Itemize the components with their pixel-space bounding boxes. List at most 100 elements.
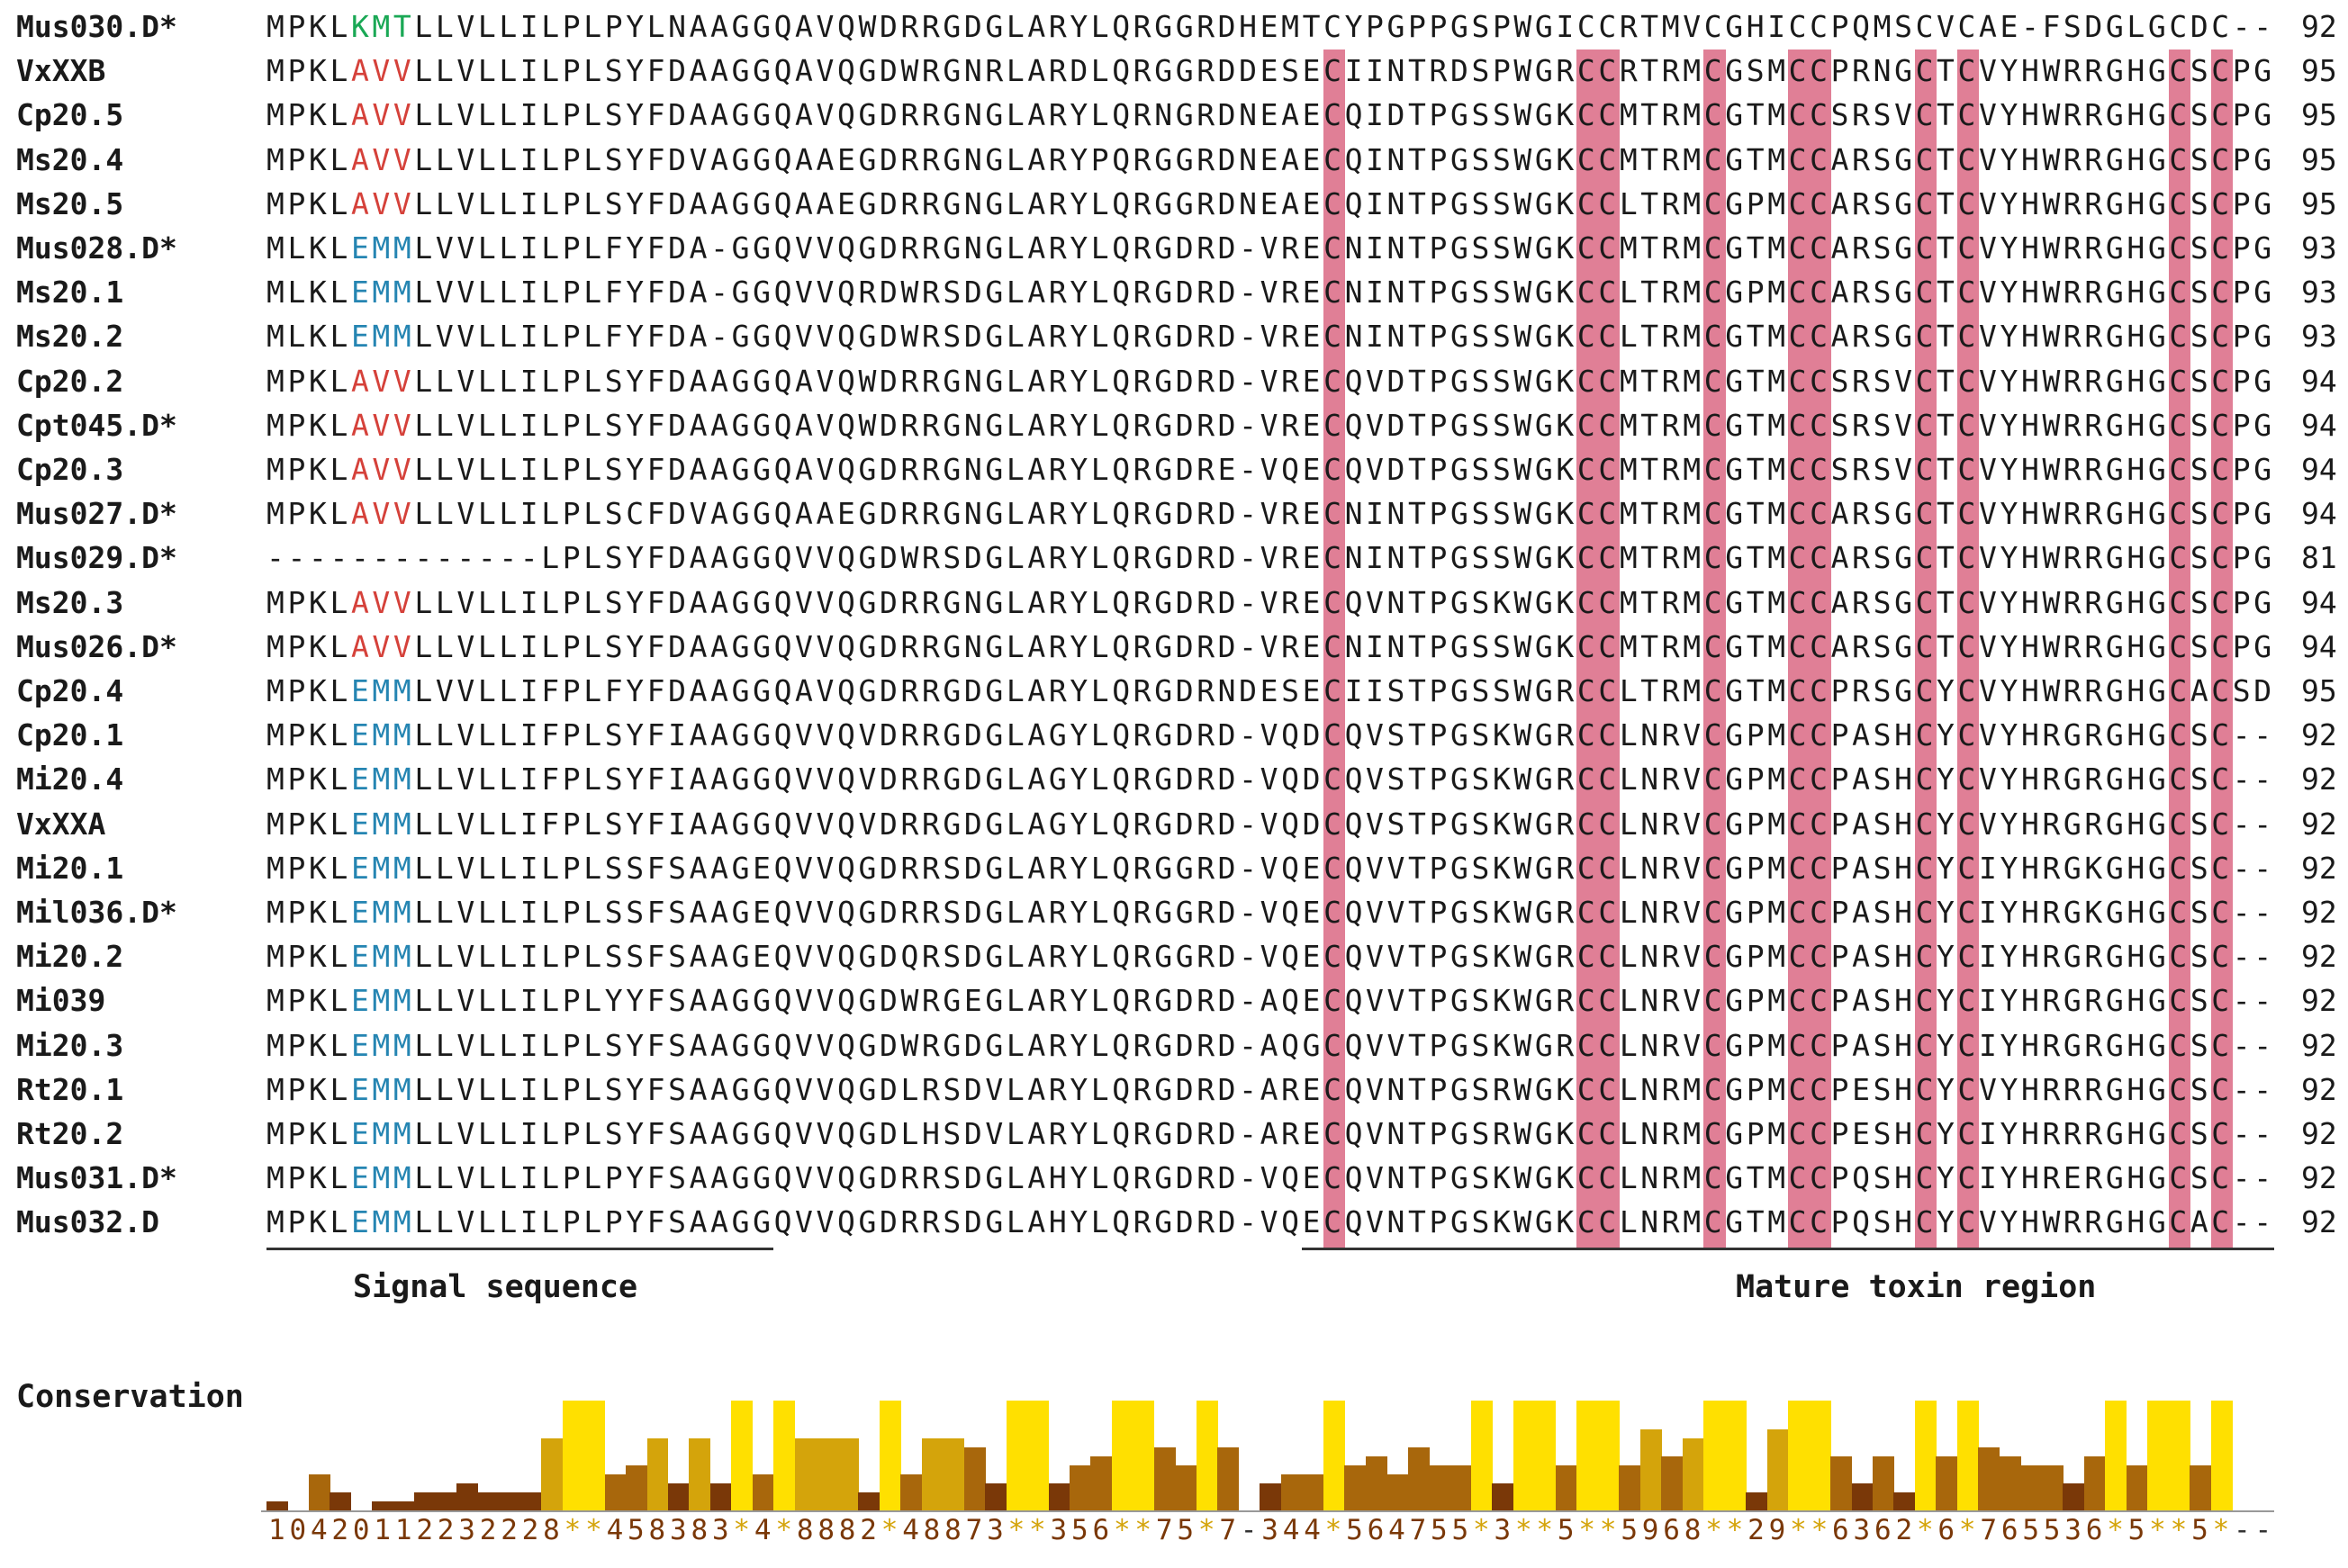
conservation-score: * xyxy=(1536,1514,1554,1546)
conservation-bar xyxy=(2063,1483,2085,1510)
conservation-bar xyxy=(1153,1447,1176,1510)
sequence-residues: MLKLEMMLVVLLILPLFYFDA-GGQVVQGDWRSDGLARYL… xyxy=(266,319,2275,355)
sequence-residues: MPKLEMMLLVLLILPLSSFSAAGEQVVQGDRRSDGLARYL… xyxy=(266,895,2275,930)
conservation-score: 3 xyxy=(670,1514,687,1546)
conservation-score: 2 xyxy=(1747,1514,1765,1546)
conservation-bar xyxy=(2126,1465,2148,1510)
conservation-score: * xyxy=(1726,1514,1744,1546)
conservation-bar xyxy=(1323,1401,1345,1510)
conservation-baseline xyxy=(261,1510,2274,1512)
conservation-bar xyxy=(1597,1401,1620,1510)
conservation-bar xyxy=(372,1501,394,1510)
conservation-score: 2 xyxy=(501,1514,518,1546)
cysteine-column-highlight xyxy=(1323,50,1346,1248)
conservation-bar xyxy=(1956,1401,1979,1510)
conservation-bar xyxy=(2147,1401,2170,1510)
signal-sequence-underline xyxy=(266,1247,774,1250)
motif-residues: AVV xyxy=(350,584,415,620)
sequence-name: Mi20.2 xyxy=(16,939,124,975)
sequence-name: VxXXB xyxy=(16,53,106,89)
sequence-name: Rt20.2 xyxy=(16,1116,124,1151)
conservation-bar xyxy=(1449,1465,1472,1510)
conservation-bar xyxy=(1724,1401,1747,1510)
conservation-score: 8 xyxy=(1684,1514,1702,1546)
conservation-bar xyxy=(2190,1465,2212,1510)
conservation-score: * xyxy=(1473,1514,1490,1546)
sequence-residues: MPKLEMMLVVLLIFPLFYFDAAGGQAVQGDRRGDGLARYL… xyxy=(266,673,2275,708)
conservation-score: 4 xyxy=(310,1514,328,1546)
conservation-score: 4 xyxy=(1282,1514,1300,1546)
conservation-score: * xyxy=(1958,1514,1976,1546)
conservation-score: 4 xyxy=(754,1514,772,1546)
conservation-bar xyxy=(731,1401,754,1510)
conservation-score: * xyxy=(564,1514,582,1546)
sequence-length: 94 xyxy=(2301,628,2337,664)
motif-residues: EMM xyxy=(350,275,415,311)
conservation-score: 4 xyxy=(606,1514,624,1546)
sequence-length: 94 xyxy=(2301,407,2337,443)
conservation-bar xyxy=(1048,1483,1070,1510)
conservation-bar xyxy=(921,1438,944,1510)
conservation-bar xyxy=(1809,1401,1831,1510)
conservation-score: * xyxy=(1113,1514,1131,1546)
sequence-length: 92 xyxy=(2301,1160,2337,1196)
conservation-score: 3 xyxy=(458,1514,475,1546)
sequence-name: Mus026.D* xyxy=(16,628,177,664)
conservation-score: * xyxy=(1705,1514,1722,1546)
conservation-score: 3 xyxy=(1261,1514,1278,1546)
conservation-score: * xyxy=(2149,1514,2166,1546)
conservation-score: 6 xyxy=(1092,1514,1110,1546)
sequence-residues: MPKLEMMLLVLLILPLSYFSAAGGQVVQGDWRGDGLARYL… xyxy=(266,1027,2275,1063)
conservation-bar xyxy=(773,1401,796,1510)
conservation-bar xyxy=(626,1465,648,1510)
conservation-bar xyxy=(879,1401,901,1510)
conservation-bar xyxy=(816,1438,838,1510)
sequence-name: Cp20.4 xyxy=(16,673,124,708)
sequence-residues: MPKLEMMLLVLLILPLSYFSAAGGQVVQGDLHSDVLARYL… xyxy=(266,1116,2275,1151)
sequence-residues: MPKLAVVLLVLLILPLSYFDAAGGQVVQGDRRGNGLARYL… xyxy=(266,584,2275,620)
conservation-bar xyxy=(2210,1401,2233,1510)
conservation-bar xyxy=(266,1501,288,1510)
conservation-score: 5 xyxy=(1346,1514,1363,1546)
sequence-residues: MPKLEMMLLVLLIFPLSYFIAAGGQVVQVDRRGDGLAGYL… xyxy=(266,717,2275,753)
motif-residues: EMM xyxy=(350,717,415,753)
conservation-bar xyxy=(1090,1456,1113,1510)
conservation-score: * xyxy=(1029,1514,1046,1546)
conservation-score: 5 xyxy=(1621,1514,1638,1546)
mature-region-underline xyxy=(1302,1247,2274,1250)
conservation-score: 5 xyxy=(1431,1514,1448,1546)
conservation-bar xyxy=(1133,1401,1155,1510)
sequence-length: 94 xyxy=(2301,584,2337,620)
conservation-bar xyxy=(604,1474,627,1510)
sequence-length: 92 xyxy=(2301,850,2337,886)
sequence-residues: MPKLEMMLLVLLILPLYYFSAAGGQVVQGDWRGEGLARYL… xyxy=(266,983,2275,1019)
conservation-bar xyxy=(393,1501,415,1510)
motif-residues: AVV xyxy=(350,141,415,177)
conservation-score: 0 xyxy=(289,1514,307,1546)
conservation-bar xyxy=(456,1483,479,1510)
mature-toxin-region-label: Mature toxin region xyxy=(1736,1269,2097,1305)
sequence-name: Mus029.D* xyxy=(16,540,177,576)
sequence-residues: MLKLEMMLVVLLILPLFYFDA-GGQVVQGDRRGNGLARYL… xyxy=(266,230,2275,266)
conservation-score: * xyxy=(1916,1514,1934,1546)
conservation-bar xyxy=(1280,1474,1303,1510)
conservation-score: 5 xyxy=(2022,1514,2039,1546)
sequence-residues: MPKLAVVLLVLLILPLSYFDAAGGQAVQGDRRGNGLARYL… xyxy=(266,97,2275,133)
conservation-score: 8 xyxy=(796,1514,814,1546)
conservation-score: 6 xyxy=(1367,1514,1385,1546)
motif-residues: EMM xyxy=(350,895,415,930)
conservation-score: 8 xyxy=(838,1514,856,1546)
sequence-residues: MPKLAVVLLVLLILPLSYFDAAGGQVVQGDRRGNGLARYL… xyxy=(266,628,2275,664)
conservation-score: 3 xyxy=(1050,1514,1068,1546)
conservation-score: 2 xyxy=(331,1514,349,1546)
sequence-residues: MPKLAVVLLVLLILPLSYFDAAGGQAAEGDRRGNGLARYL… xyxy=(266,185,2275,221)
conservation-score: 6 xyxy=(2000,1514,2018,1546)
sequence-name: Mil036.D* xyxy=(16,895,177,930)
conservation-score: 8 xyxy=(923,1514,941,1546)
sequence-length: 94 xyxy=(2301,452,2337,487)
conservation-score: * xyxy=(2107,1514,2124,1546)
sequence-length: 92 xyxy=(2301,1116,2337,1151)
sequence-length: 92 xyxy=(2301,761,2337,798)
conservation-bar xyxy=(1682,1438,1704,1510)
